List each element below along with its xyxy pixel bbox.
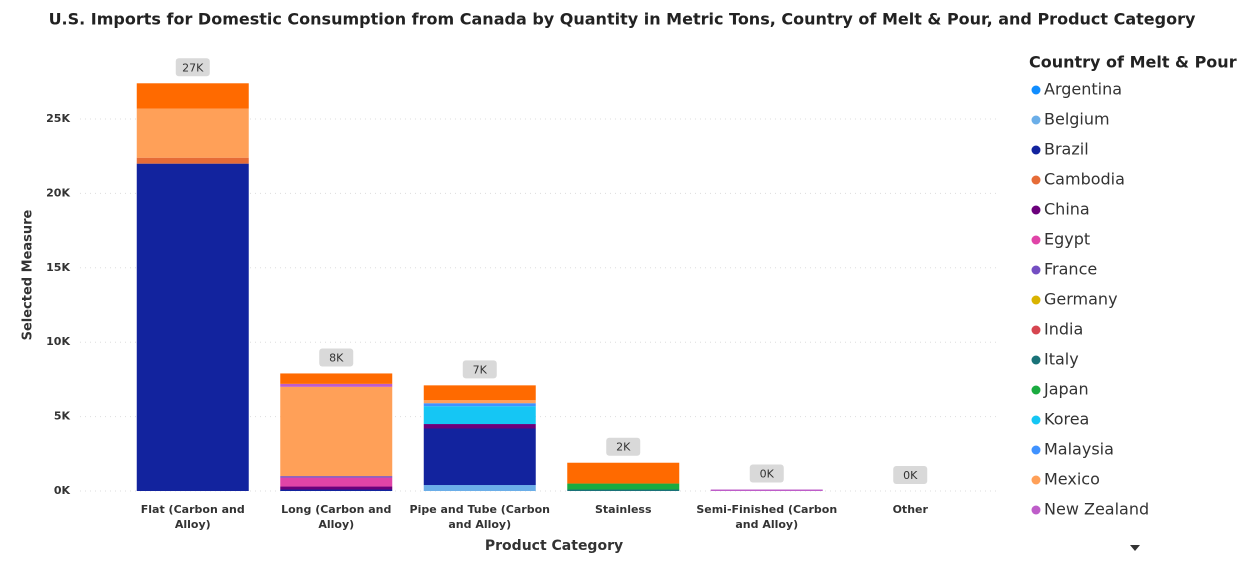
legend-marker — [1031, 265, 1041, 275]
bar-segment — [710, 489, 823, 491]
legend-marker — [1031, 175, 1041, 185]
total-label-text: 7K — [473, 363, 488, 376]
bar-segment — [423, 385, 536, 401]
bar-segment — [280, 383, 393, 387]
total-label: 8K — [319, 348, 354, 367]
x-tick-label: Flat (Carbon and Alloy) — [141, 503, 245, 531]
bar-segment — [423, 406, 536, 425]
bar-segment — [280, 386, 393, 477]
legend-marker — [1031, 445, 1041, 455]
legend-marker — [1031, 505, 1041, 515]
bar-segment — [280, 477, 393, 487]
total-label-bg — [462, 360, 497, 379]
legend-label: New Zealand — [1044, 500, 1149, 519]
bar-segment — [423, 485, 536, 491]
total-label-bg — [749, 464, 784, 483]
y-tick-label: 5K — [54, 410, 71, 423]
y-tick-label: 25K — [46, 112, 70, 125]
legend-marker — [1031, 145, 1041, 155]
legend-marker — [1031, 295, 1041, 305]
total-label-bg — [893, 466, 928, 484]
legend-scroll-arrow[interactable] — [1130, 545, 1140, 551]
bar-segment — [423, 400, 536, 404]
bar-segment — [567, 462, 680, 484]
bar-segment — [136, 157, 249, 164]
total-label: 0K — [749, 464, 784, 483]
total-label: 7K — [462, 360, 497, 379]
legend-label: Italy — [1044, 350, 1079, 369]
legend-label: France — [1044, 260, 1097, 279]
x-tick-label: Semi-Finished (Carbon and Alloy) — [696, 503, 837, 531]
bar-segment — [136, 108, 249, 158]
legend-label: Brazil — [1044, 140, 1089, 159]
legend-marker — [1031, 85, 1041, 95]
legend-marker — [1031, 415, 1041, 425]
legend-label: India — [1044, 320, 1083, 339]
legend-label: Germany — [1044, 290, 1118, 309]
y-tick-label: 15K — [46, 261, 70, 274]
total-label-bg — [319, 348, 354, 367]
total-label-text: 2K — [616, 441, 631, 454]
bar-segment — [136, 83, 249, 109]
legend-title: Country of Melt & Pour — [1029, 53, 1237, 72]
total-label-text: 27K — [182, 61, 204, 74]
legend-marker — [1031, 355, 1041, 365]
total-label: 2K — [606, 437, 641, 456]
legend-marker — [1031, 325, 1041, 335]
x-tick-label: Stainless — [595, 503, 652, 516]
bar-segment — [136, 163, 249, 491]
y-tick-label: 20K — [46, 186, 70, 199]
x-tick-label: Pipe and Tube (Carbon and Alloy) — [410, 503, 550, 531]
legend-marker — [1031, 385, 1041, 395]
legend-label: China — [1044, 200, 1090, 219]
bar-segment — [280, 489, 393, 491]
x-axis-label: Product Category — [485, 538, 623, 554]
legend-marker — [1031, 475, 1041, 485]
chart-title: U.S. Imports for Domestic Consumption fr… — [49, 10, 1196, 29]
y-axis-label: Selected Measure — [21, 209, 36, 340]
legend-label: Cambodia — [1044, 170, 1125, 189]
total-label-text: 0K — [903, 469, 918, 482]
y-tick-label: 0K — [54, 484, 71, 497]
legend-label: Argentina — [1044, 80, 1122, 99]
legend-label: Japan — [1043, 380, 1089, 399]
total-label: 27K — [175, 58, 210, 77]
total-label-text: 0K — [760, 468, 775, 481]
bar-segment — [280, 486, 393, 490]
legend-marker — [1031, 235, 1041, 245]
legend-label: Belgium — [1044, 110, 1110, 129]
legend-label: Egypt — [1044, 230, 1090, 249]
legend-marker — [1031, 205, 1041, 215]
bar-segment — [423, 403, 536, 407]
legend-label: Korea — [1044, 410, 1089, 429]
x-tick-label: Other — [893, 503, 929, 516]
bar-segment — [567, 483, 680, 490]
legend-label: Malaysia — [1044, 440, 1114, 459]
legend-marker — [1031, 115, 1041, 125]
y-tick-label: 10K — [46, 335, 70, 348]
total-label-bg — [606, 437, 641, 456]
bar-segment — [567, 489, 680, 491]
x-tick-label: Long (Carbon and Alloy) — [281, 503, 391, 531]
bar-segment — [280, 373, 393, 384]
total-label-bg — [175, 58, 210, 77]
bar-segment — [423, 428, 536, 486]
bar-segment — [423, 424, 536, 429]
bar-segment — [280, 476, 393, 478]
total-label-text: 8K — [329, 351, 344, 364]
legend-label: Mexico — [1044, 470, 1100, 489]
total-label: 0K — [893, 466, 928, 484]
